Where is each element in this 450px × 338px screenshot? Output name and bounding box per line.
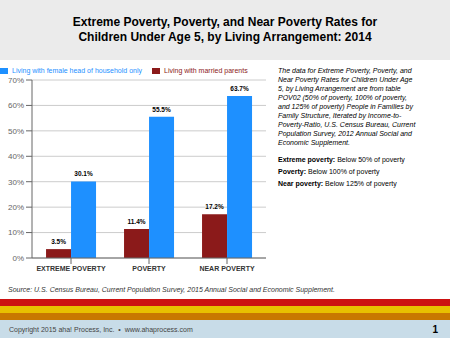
html-text:Living with female head of hou: Living with female head of household onl… (12, 67, 142, 74)
html-text:5, by Living Arrangement are f: 5, by Living Arrangement are from table (278, 85, 401, 92)
svg-text:3.5%: 3.5% (51, 238, 66, 245)
svg-text:40%: 40% (8, 152, 24, 161)
html-text:Living with married parents: Living with married parents (164, 67, 248, 74)
svg-text:0%: 0% (12, 254, 24, 263)
svg-text:17.2%: 17.2% (205, 203, 224, 210)
html-text:Near poverty: Below 125% of po: Near poverty: Below 125% of poverty (278, 180, 397, 187)
svg-text:20%: 20% (8, 203, 24, 212)
html-text:Poverty-Ratio, U.S. Census Bur: Poverty-Ratio, U.S. Census Bureau, Curre… (278, 121, 416, 128)
html-text:Poverty: Below 100% of poverty: Poverty: Below 100% of poverty (278, 168, 380, 175)
svg-text:60%: 60% (8, 101, 24, 110)
svg-text:63.7%: 63.7% (230, 85, 249, 92)
html-text:and 125% of poverty) People in: and 125% of poverty) People in Families … (278, 103, 413, 110)
html-text:Extreme poverty: Below 50% of: Extreme poverty: Below 50% of poverty (278, 156, 405, 163)
html-text:Population Survey, 2012 Annual: Population Survey, 2012 Annual Social an… (278, 130, 412, 137)
svg-text:EXTREME POVERTY: EXTREME POVERTY (36, 265, 106, 272)
svg-text:NEAR POVERTY: NEAR POVERTY (199, 265, 255, 272)
svg-text:50%: 50% (8, 127, 24, 136)
svg-text:POVERTY: POVERTY (132, 265, 166, 272)
svg-text:70%: 70% (8, 76, 24, 85)
html-text:The data for Extreme Poverty,: The data for Extreme Poverty, Poverty, a… (278, 67, 412, 74)
svg-text:10%: 10% (8, 228, 24, 237)
svg-text:30%: 30% (8, 178, 24, 187)
svg-text:11.4%: 11.4% (128, 218, 146, 225)
html-text:Copyright 2015 aha! Process, I: Copyright 2015 aha! Process, Inc. • www.… (9, 325, 193, 333)
html-text:1: 1 (432, 323, 438, 335)
html-text:Family Structure, Iterated by: Family Structure, Iterated by Income-to- (278, 112, 402, 119)
html-text:Extreme Poverty, Poverty, and: Extreme Poverty, Poverty, and Near Pover… (72, 15, 378, 44)
html-text:Near Poverty Rates for Childre: Near Poverty Rates for Children Under Ag… (278, 76, 413, 83)
html-text:Economic Supplement.: Economic Supplement. (278, 139, 350, 146)
html-text:Source: U.S. Census Bureau, Cu: Source: U.S. Census Bureau, Current Popu… (8, 286, 335, 293)
svg-text:30.1%: 30.1% (74, 170, 93, 177)
html-text:POV02 (50% of poverty, 100% of: POV02 (50% of poverty, 100% of poverty, (278, 94, 407, 101)
svg-text:55.5%: 55.5% (152, 106, 171, 113)
